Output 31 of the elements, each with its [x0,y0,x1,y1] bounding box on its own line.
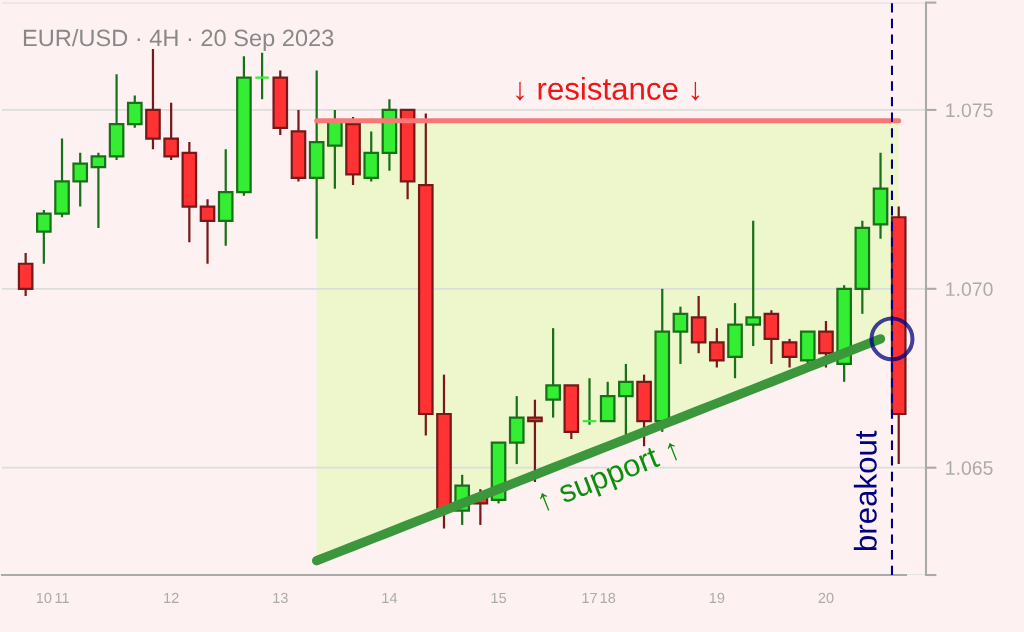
x-tick-label: 14 [382,592,398,603]
series-label: ↓ resistance ↓ [516,76,700,101]
candlestick [672,305,689,366]
y-tick-label: 1.065 [946,461,993,475]
candlestick [581,377,598,426]
y-tick-label: 1.070 [946,282,993,297]
y-tick-label: 1.075 [946,103,993,118]
candlestick [527,398,543,484]
x-tick-label: 20 [818,592,834,604]
x-tick-label: 19 [709,592,725,604]
x-tick-label: 13 [273,592,288,604]
x-tick-label: 12 [164,592,179,603]
candlestick [708,327,725,369]
text: EUR/USD · 4H · 20 Sep 2023 [23,29,334,51]
x-tick-label: 10 [36,592,52,604]
candlestick [199,198,216,265]
candlestick [35,208,52,265]
x-tick-label: 18 [600,592,616,604]
candlestick [72,151,89,208]
candlestick [818,319,834,369]
candlestick [745,219,762,348]
candlestick [254,51,270,101]
x-tick-label: 17 [582,592,597,603]
candlestick [163,101,179,162]
x-tick-label: 11 [55,592,69,603]
candlestick [90,151,107,230]
candlestick [126,94,143,129]
x-tick-label: 15 [491,592,507,604]
candlestick [545,327,561,419]
annotation: breakout [853,430,877,551]
candlestick [781,337,798,369]
